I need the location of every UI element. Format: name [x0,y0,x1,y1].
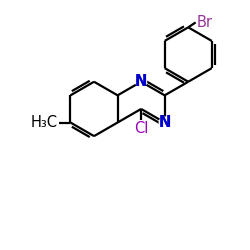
Circle shape [136,76,146,87]
Text: N: N [158,115,171,130]
Text: N: N [135,74,147,89]
Text: Cl: Cl [134,121,148,136]
Text: N: N [135,74,147,89]
Text: Br: Br [197,15,213,30]
Text: H₃C: H₃C [31,115,58,130]
Circle shape [159,117,170,128]
Text: N: N [158,115,171,130]
